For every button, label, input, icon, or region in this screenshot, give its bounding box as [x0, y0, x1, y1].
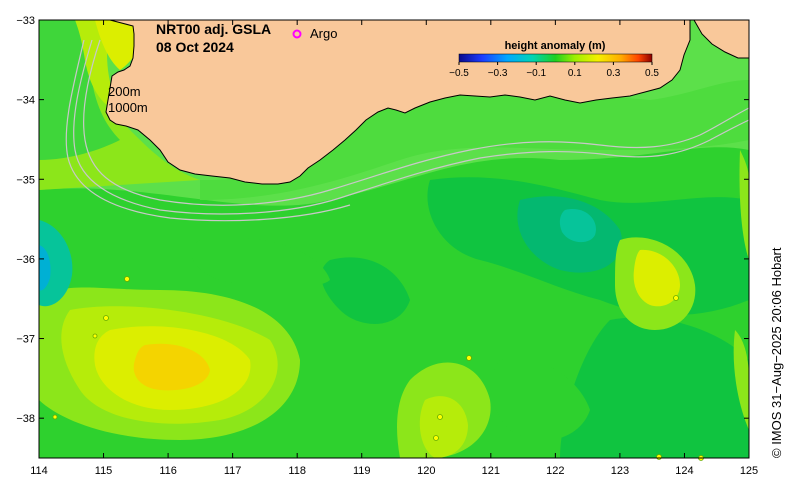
x-tick-label: 123 — [611, 465, 629, 477]
colorbar-tick-label: −0.3 — [488, 68, 508, 79]
y-tick-label: −37 — [16, 334, 35, 346]
bathymetry-contours — [65, 39, 749, 222]
colorbar-title: height anomaly (m) — [505, 40, 606, 52]
contour-label-200m: 200m — [108, 84, 141, 99]
x-axis: 114 115 116 117 118 119 120 121 122 123 124 125 — [30, 20, 758, 477]
x-tick-label: 125 — [740, 465, 758, 477]
contour-label-1000m: 1000m — [108, 100, 148, 115]
colorbar-tick-label: −0.5 — [449, 68, 469, 79]
x-tick-label: 114 — [30, 465, 48, 477]
map-date: 08 Oct 2024 — [156, 39, 234, 55]
x-tick-label: 122 — [546, 465, 564, 477]
argo-legend-label: Argo — [310, 26, 337, 41]
y-tick-label: −35 — [16, 174, 35, 186]
plot-frame — [38, 19, 750, 459]
argo-floats — [52, 276, 704, 461]
x-tick-label: 121 — [482, 465, 500, 477]
credit-text: © IMOS 31−Aug−2025 20:06 Hobart — [769, 247, 784, 458]
colorbar-tick-label: 0.1 — [568, 68, 582, 79]
x-tick-label: 117 — [224, 465, 242, 477]
x-tick-label: 116 — [159, 465, 177, 477]
colorbar: height anomaly (m) −0.5 −0.3 −0.1 0.1 0.3 0.5 — [449, 40, 659, 79]
colorbar-ramp — [458, 53, 653, 63]
map-title: NRT00 adj. GSLA — [156, 21, 271, 37]
y-tick-label: −38 — [16, 413, 35, 425]
y-tick-label: −34 — [16, 95, 35, 107]
y-tick-label: −36 — [16, 254, 35, 266]
x-tick-label: 119 — [353, 465, 371, 477]
colorbar-tick-label: −0.1 — [526, 68, 546, 79]
y-tick-label: −33 — [16, 15, 35, 27]
x-tick-label: 124 — [675, 465, 693, 477]
x-tick-label: 118 — [288, 465, 306, 477]
colorbar-tick-label: 0.5 — [645, 68, 659, 79]
x-tick-label: 120 — [417, 465, 435, 477]
argo-legend-marker — [292, 29, 302, 39]
y-axis: −33 −34 −35 −36 −37 −38 — [16, 15, 749, 425]
colorbar-tick-label: 0.3 — [606, 68, 620, 79]
x-tick-label: 115 — [95, 465, 113, 477]
